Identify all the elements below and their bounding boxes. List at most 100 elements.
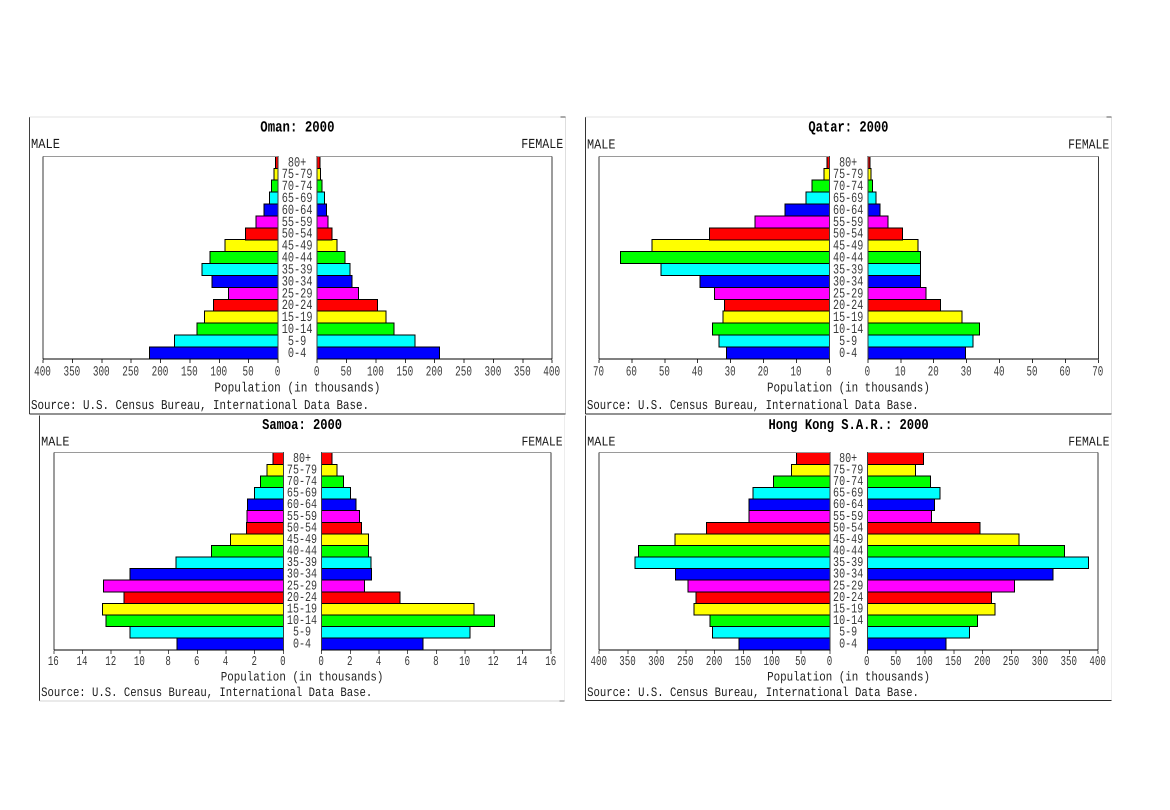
svg-text:70: 70	[593, 365, 604, 381]
svg-text:100: 100	[367, 365, 384, 381]
svg-text:14: 14	[77, 655, 88, 670]
svg-text:FEMALE: FEMALE	[521, 434, 562, 449]
svg-text:70-74: 70-74	[833, 179, 863, 195]
svg-text:80+: 80+	[288, 155, 306, 171]
svg-text:5-9: 5-9	[288, 334, 306, 350]
svg-text:50: 50	[1026, 365, 1037, 381]
svg-text:200: 200	[426, 365, 443, 381]
svg-text:400: 400	[590, 655, 606, 670]
svg-text:Samoa: 2000: Samoa: 2000	[262, 418, 342, 434]
svg-text:0: 0	[826, 365, 832, 381]
svg-text:80+: 80+	[293, 452, 311, 467]
svg-text:Source: U.S. Census Bureau, In: Source: U.S. Census Bureau, Internationa…	[587, 399, 919, 414]
svg-text:60: 60	[626, 365, 637, 381]
svg-text:30-34: 30-34	[287, 568, 317, 583]
svg-text:Population (in thousands): Population (in thousands)	[214, 382, 380, 397]
svg-text:350: 350	[63, 365, 80, 381]
svg-text:35-39: 35-39	[287, 556, 317, 571]
svg-text:6: 6	[404, 655, 409, 670]
svg-text:MALE: MALE	[31, 138, 60, 153]
svg-text:60-64: 60-64	[287, 498, 317, 513]
svg-text:60-64: 60-64	[282, 203, 313, 219]
svg-text:300: 300	[93, 365, 110, 381]
svg-text:Qatar: 2000: Qatar: 2000	[808, 118, 888, 136]
svg-text:12: 12	[105, 655, 116, 670]
svg-text:150: 150	[735, 655, 751, 670]
svg-text:16: 16	[545, 655, 556, 670]
svg-text:35-39: 35-39	[833, 556, 863, 571]
svg-text:50: 50	[659, 365, 670, 381]
svg-text:40-44: 40-44	[833, 251, 863, 267]
svg-text:350: 350	[514, 365, 531, 381]
svg-text:14: 14	[517, 655, 528, 670]
svg-text:20: 20	[758, 365, 769, 381]
svg-text:55-59: 55-59	[282, 215, 313, 231]
svg-text:400: 400	[1089, 655, 1105, 670]
svg-text:50: 50	[243, 365, 254, 381]
svg-text:10: 10	[459, 655, 470, 670]
svg-text:Population (in thousands): Population (in thousands)	[767, 670, 930, 685]
svg-text:0-4: 0-4	[839, 346, 857, 362]
svg-text:150: 150	[181, 365, 198, 381]
svg-text:35-39: 35-39	[833, 262, 863, 278]
svg-text:5-9: 5-9	[839, 334, 857, 350]
svg-text:100: 100	[764, 655, 780, 670]
svg-text:Oman: 2000: Oman: 2000	[260, 118, 334, 136]
svg-text:200: 200	[974, 655, 990, 670]
svg-text:75-79: 75-79	[833, 167, 863, 183]
svg-text:MALE: MALE	[587, 434, 615, 449]
svg-text:20-24: 20-24	[282, 298, 313, 314]
svg-text:75-79: 75-79	[833, 463, 863, 478]
svg-text:5-9: 5-9	[839, 626, 857, 641]
svg-text:60-64: 60-64	[833, 498, 863, 513]
svg-text:30: 30	[725, 365, 736, 381]
svg-text:45-49: 45-49	[287, 533, 317, 548]
svg-text:0: 0	[864, 655, 870, 670]
svg-text:30-34: 30-34	[282, 274, 313, 290]
svg-text:45-49: 45-49	[833, 533, 863, 548]
svg-text:10: 10	[895, 365, 906, 381]
svg-text:30-34: 30-34	[833, 568, 863, 583]
svg-text:0-4: 0-4	[293, 637, 311, 652]
svg-text:200: 200	[152, 365, 169, 381]
svg-text:50: 50	[340, 365, 351, 381]
svg-text:25-29: 25-29	[833, 286, 863, 302]
svg-text:60-64: 60-64	[833, 203, 863, 219]
svg-text:30-34: 30-34	[833, 274, 863, 290]
svg-text:70-74: 70-74	[287, 475, 317, 490]
svg-text:65-69: 65-69	[282, 191, 313, 207]
svg-text:65-69: 65-69	[833, 487, 863, 502]
svg-text:250: 250	[455, 365, 472, 381]
svg-text:Population (in thousands): Population (in thousands)	[221, 670, 384, 685]
svg-text:100: 100	[210, 365, 227, 381]
svg-text:50: 50	[795, 655, 806, 670]
svg-text:FEMALE: FEMALE	[1068, 138, 1109, 153]
svg-text:10-14: 10-14	[282, 322, 313, 338]
svg-text:12: 12	[488, 655, 499, 670]
svg-text:45-49: 45-49	[833, 239, 863, 255]
svg-text:50-54: 50-54	[833, 227, 863, 243]
svg-text:0-4: 0-4	[839, 637, 857, 652]
svg-text:30: 30	[961, 365, 972, 381]
svg-text:10-14: 10-14	[833, 614, 863, 629]
svg-text:8: 8	[433, 655, 438, 670]
svg-text:20-24: 20-24	[833, 298, 863, 314]
svg-text:FEMALE: FEMALE	[521, 138, 563, 153]
svg-text:300: 300	[485, 365, 502, 381]
svg-text:40-44: 40-44	[282, 251, 313, 267]
svg-text:0: 0	[827, 655, 833, 670]
svg-text:15-19: 15-19	[287, 603, 317, 618]
svg-text:350: 350	[619, 655, 635, 670]
svg-text:150: 150	[396, 365, 413, 381]
svg-text:25-29: 25-29	[287, 579, 317, 594]
svg-text:40: 40	[692, 365, 703, 381]
svg-text:250: 250	[1003, 655, 1019, 670]
svg-text:0: 0	[275, 365, 281, 381]
svg-text:20: 20	[928, 365, 939, 381]
svg-text:350: 350	[1061, 655, 1077, 670]
svg-text:50: 50	[890, 655, 901, 670]
svg-text:300: 300	[648, 655, 664, 670]
svg-text:40-44: 40-44	[833, 545, 863, 560]
svg-text:200: 200	[706, 655, 722, 670]
svg-text:16: 16	[48, 655, 59, 670]
